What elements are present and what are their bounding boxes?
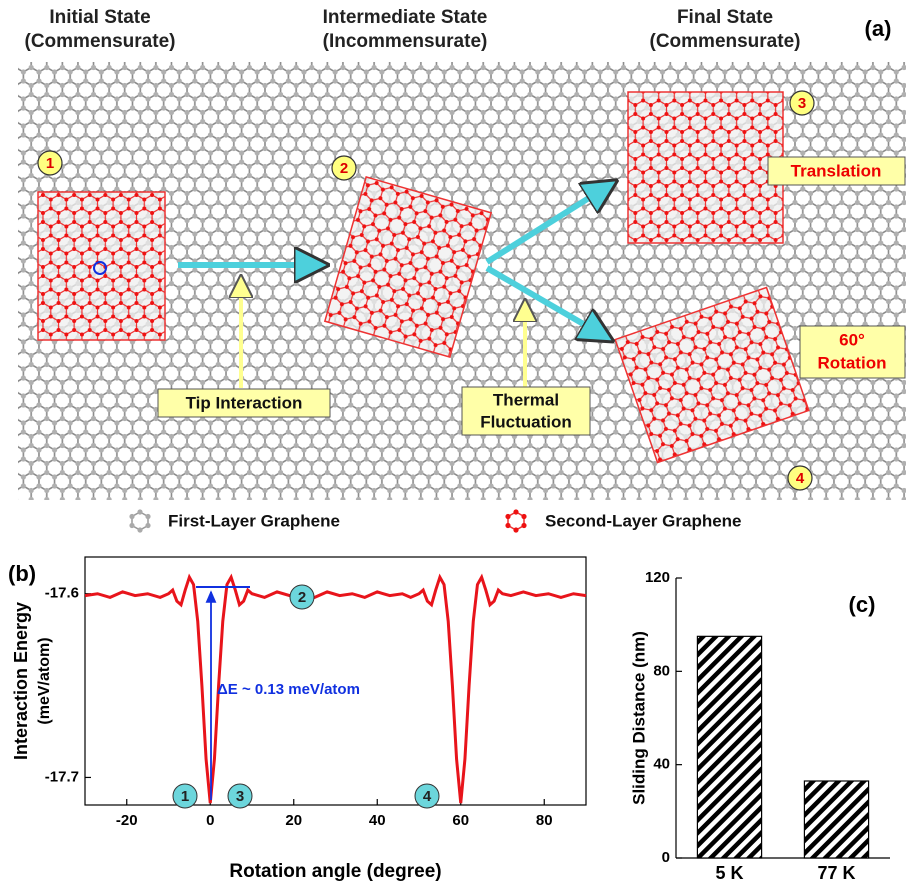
thermal-label: Fluctuation [480,412,572,431]
bar [697,636,761,858]
panel-label: (c) [849,592,876,617]
thermal-label: Thermal [493,390,559,409]
rotation-label: Rotation [818,353,887,372]
panel-label: (a) [865,16,892,41]
x-tick-label: 77 K [817,863,855,883]
legend-icon [129,509,150,532]
tip-label: Tip Interaction [186,393,303,412]
legend-icon [505,509,526,532]
figure: Initial State (Commensurate) Intermediat… [0,0,907,883]
point-label: 1 [181,788,189,805]
state-marker-label: 1 [46,155,54,172]
translation-label: Translation [791,161,882,180]
point-label: 4 [423,788,432,805]
state-marker-label: 2 [340,160,348,177]
state-subtitle: (Commensurate) [650,31,801,52]
x-tick-label: 20 [285,812,302,829]
y-tick-label: 40 [653,756,670,773]
rotation-label: 60° [839,330,865,349]
y-tick-label: 80 [653,662,670,679]
y-axis-label: (meV/atom) [36,637,53,724]
y-tick-label: -17.6 [45,585,79,602]
point-label: 3 [236,788,244,805]
panel-a: Initial State (Commensurate) Intermediat… [18,7,906,533]
second-layer-patch [38,192,165,340]
y-tick-label: -17.7 [45,768,79,785]
y-tick-label: 0 [662,849,670,866]
x-tick-label: 80 [536,812,553,829]
x-tick-label: 5 K [715,863,743,883]
y-axis-label: Interaction Energy [11,602,31,760]
x-axis-label: Rotation angle (degree) [229,861,441,882]
x-tick-label: 40 [369,812,386,829]
bar [804,781,868,858]
second-layer-patch [628,92,783,243]
point-label: 2 [298,589,306,606]
legend-label: First-Layer Graphene [168,511,340,530]
state-subtitle: (Commensurate) [25,31,176,52]
state-title: Initial State [49,7,150,28]
state-title: Final State [677,7,773,28]
energy-annotation: ΔE ~ 0.13 meV/atom [217,681,360,698]
state-marker-label: 4 [796,470,805,487]
panel-label: (b) [8,561,36,586]
y-tick-label: 120 [645,569,670,586]
x-tick-label: 0 [206,812,214,829]
state-marker-label: 3 [798,95,806,112]
y-axis-label: Sliding Distance (nm) [629,631,648,805]
x-tick-label: -20 [116,812,138,829]
legend-label: Second-Layer Graphene [545,511,742,530]
x-tick-label: 60 [452,812,469,829]
state-subtitle: (Incommensurate) [323,31,488,52]
state-title: Intermediate State [323,7,488,28]
